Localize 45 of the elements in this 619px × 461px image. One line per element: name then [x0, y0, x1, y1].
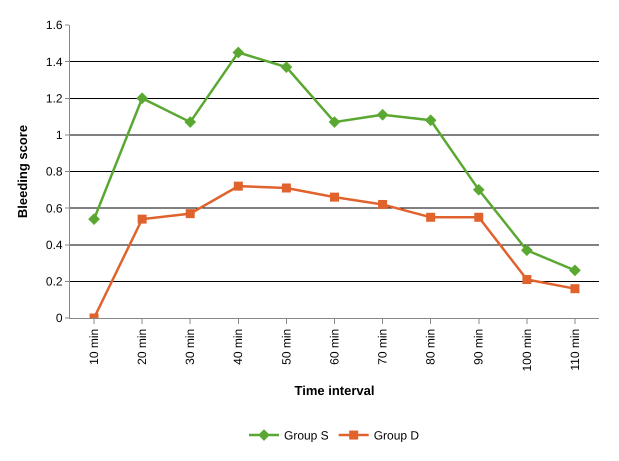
x-tick-label: 60 min	[327, 328, 342, 365]
y-tick-label: 1.4	[46, 54, 63, 69]
x-tick-label: 110 min	[568, 328, 582, 371]
y-tick-label: 1.6	[46, 18, 63, 32]
y-tick-label: 0.2	[46, 274, 63, 289]
point	[378, 200, 388, 209]
legend-label: Group S	[284, 428, 329, 443]
point	[138, 214, 147, 224]
x-tick-label: 10 min	[86, 328, 101, 365]
x-tick-label: 70 min	[375, 328, 390, 365]
point	[474, 212, 484, 222]
point	[424, 114, 437, 126]
x-tick-label: 40 min	[231, 328, 246, 365]
point	[280, 61, 292, 73]
y-tick-label: 1.2	[46, 91, 63, 106]
x-tick-label: 90 min	[472, 328, 486, 365]
point	[376, 108, 388, 121]
point	[186, 209, 195, 218]
x-tick-label: 100 min	[520, 328, 534, 372]
point	[88, 213, 100, 225]
x-axis-title: Time interval	[294, 383, 374, 398]
legend-label: Group D	[374, 428, 420, 443]
y-tick-label: 0	[56, 311, 63, 326]
point	[232, 46, 244, 58]
y-tick-label: 0.4	[46, 238, 63, 252]
x-tick-label: 30 min	[183, 328, 198, 365]
x-tick-label: 50 min	[279, 328, 294, 365]
point	[184, 116, 196, 128]
y-tick-label: 0.6	[46, 201, 63, 216]
point	[472, 184, 485, 196]
y-tick-label: 1	[56, 128, 63, 142]
point	[234, 182, 243, 191]
point	[522, 275, 532, 284]
y-axis-title: Bleeding score	[14, 124, 30, 218]
x-tick-label: 80 min	[424, 328, 438, 365]
point	[328, 116, 340, 128]
point	[136, 92, 148, 104]
point	[521, 244, 533, 256]
point	[426, 212, 436, 222]
point	[282, 183, 291, 192]
x-tick-label: 20 min	[135, 328, 150, 365]
y-tick-label: 0.8	[46, 164, 63, 179]
point	[330, 192, 339, 202]
point	[570, 284, 580, 294]
point	[569, 264, 581, 276]
